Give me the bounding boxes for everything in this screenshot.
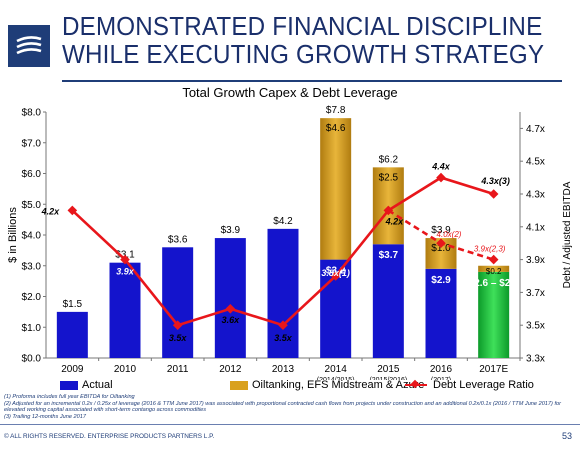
legend-item-acquisitions: Oiltanking, EFS Midstream & Azure <box>230 378 424 392</box>
footer-divider <box>0 424 580 425</box>
company-logo <box>8 25 50 67</box>
x-tick-label: 2011 <box>167 364 189 375</box>
leverage-label: 3.5x <box>169 333 188 343</box>
x-tick-label: 2013 <box>272 364 295 375</box>
legend-item-leverage: Debt Leverage Ratio <box>405 378 534 392</box>
y-tick-label: $0.0 <box>22 354 42 365</box>
bar-total-label: $3.9 <box>431 225 451 236</box>
adjusted-leverage-label: 3.9x(2,3) <box>474 245 506 254</box>
bar-actual <box>56 311 88 358</box>
legend-swatch-actual <box>60 380 78 390</box>
slide-title-line-1: DEMONSTRATED FINANCIAL DISCIPLINE <box>62 11 543 41</box>
bar-actual-label: $2.6 – $2.8 <box>469 278 519 289</box>
y2-tick-label: 3.9x <box>526 255 545 266</box>
y-tick-label: $8.0 <box>22 108 42 119</box>
bar-actual-label: $4.2 <box>273 216 293 227</box>
bar-actual <box>267 228 299 358</box>
y-tick-label: $7.0 <box>22 138 42 149</box>
x-sublabel: (2014/2015) <box>317 377 355 380</box>
y-axis-title: $ in Billions <box>7 207 19 263</box>
y-tick-label: $2.0 <box>22 292 42 303</box>
slide-title-line-2: WHILE EXECUTING GROWTH STRATEGY <box>62 39 545 69</box>
bar-acquisition <box>320 118 352 260</box>
bar-total-label: $7.8 <box>326 105 346 116</box>
y-tick-label: $4.0 <box>22 231 42 242</box>
title-divider <box>62 80 562 82</box>
y2-tick-label: 4.5x <box>526 157 545 168</box>
bar-actual <box>214 238 246 358</box>
x-tick-label: 2017E <box>479 364 508 375</box>
bar-actual-label: $3.6 <box>168 234 188 245</box>
y2-tick-label: 4.3x <box>526 190 545 201</box>
leverage-label: 4.3x(3) <box>480 176 510 186</box>
x-tick-label: 2014 <box>325 364 348 375</box>
footnote-3: (3) Trailing 12-months June 2017 <box>4 413 86 420</box>
y-tick-label: $6.0 <box>22 169 42 180</box>
y2-tick-label: 3.7x <box>526 288 545 299</box>
legend-label-actual: Actual <box>82 379 113 391</box>
bar-acquisition-label: $0.2 <box>486 267 502 276</box>
bar-actual <box>372 244 404 358</box>
x-tick-label: 2010 <box>114 364 137 375</box>
legend-item-actual: Actual <box>60 378 113 392</box>
page-number: 53 <box>561 431 572 441</box>
bar-acquisition-label: $2.5 <box>379 172 399 183</box>
chart-title: Total Growth Capex & Debt Leverage <box>182 85 397 100</box>
x-sublabel: (2015/2016) <box>369 377 407 380</box>
bar-actual-label: $3.7 <box>379 250 399 261</box>
y-tick-label: $5.0 <box>22 200 42 211</box>
leverage-label: 3.6x <box>222 315 241 325</box>
legend-line-leverage <box>405 384 427 386</box>
leverage-label: 4.2x <box>41 206 61 216</box>
y2-axis-title: Debt / Adjusted EBITDA <box>562 181 573 288</box>
bar-total-label: $6.2 <box>379 154 399 165</box>
leverage-marker <box>278 320 288 331</box>
bar-actual <box>162 247 194 358</box>
legend-label-acquisitions: Oiltanking, EFS Midstream & Azure <box>252 379 425 391</box>
x-tick-label: 2009 <box>61 364 84 375</box>
y2-tick-label: 3.5x <box>526 321 545 332</box>
y2-tick-label: 3.3x <box>526 354 545 365</box>
bar-actual-label: $2.9 <box>431 275 451 286</box>
bar-actual <box>425 268 457 358</box>
leverage-label: 3.5x <box>274 333 293 343</box>
footnote-1: (1) Proforma includes full year EBITDA f… <box>4 394 135 400</box>
legend-label-leverage: Debt Leverage Ratio <box>433 379 534 391</box>
y-tick-label: $3.0 <box>22 261 42 272</box>
x-tick-label: 2015 <box>377 364 400 375</box>
y2-tick-label: 4.7x <box>526 124 545 135</box>
bar-actual-label: $1.5 <box>63 299 83 310</box>
logo-waves-icon <box>16 36 42 55</box>
bar-acquisition-label: $1.0 <box>431 243 451 254</box>
x-tick-label: 2016 <box>430 364 453 375</box>
y2-tick-label: 4.1x <box>526 222 545 233</box>
footnote-2: (2) Adjusted for an incremental 0.2x / 0… <box>4 400 561 414</box>
bar-acquisition-label: $4.6 <box>326 123 346 134</box>
bar-actual-label: $3.2 <box>326 266 346 277</box>
leverage-marker <box>225 303 236 314</box>
legend-swatch-acquisitions <box>230 380 248 390</box>
leverage-marker <box>67 205 78 216</box>
chart-legend: Actual Oiltanking, EFS Midstream & Azure… <box>60 378 580 394</box>
leverage-label: 4.4x <box>431 162 451 172</box>
copyright-text: © ALL RIGHTS RESERVED. ENTERPRISE PRODUC… <box>4 433 215 440</box>
y-tick-label: $1.0 <box>22 323 42 334</box>
leverage-marker <box>488 189 499 199</box>
footnotes: (1) Proforma includes full year EBITDA f… <box>4 394 574 420</box>
bar-actual <box>478 271 510 358</box>
bar-acquisition <box>478 265 510 272</box>
slide-title: DEMONSTRATED FINANCIAL DISCIPLINE WHILE … <box>62 11 545 69</box>
leverage-label: 3.8x(1) <box>321 268 350 278</box>
leverage-label: 3.9x <box>116 267 135 277</box>
x-tick-label: 2012 <box>219 364 242 375</box>
bar-actual <box>109 262 141 358</box>
adjusted-leverage-label: 4.0x(2) <box>437 230 462 239</box>
leverage-label: 4.2x <box>385 216 405 226</box>
capex-leverage-chart: Total Growth Capex & Debt Leverage $0.0 $1… <box>7 85 573 380</box>
bar-actual-label: $3.9 <box>221 225 241 236</box>
adjusted-leverage-marker <box>488 254 499 265</box>
leverage-marker <box>436 172 446 183</box>
x-sublabel: (2017) <box>431 377 451 380</box>
